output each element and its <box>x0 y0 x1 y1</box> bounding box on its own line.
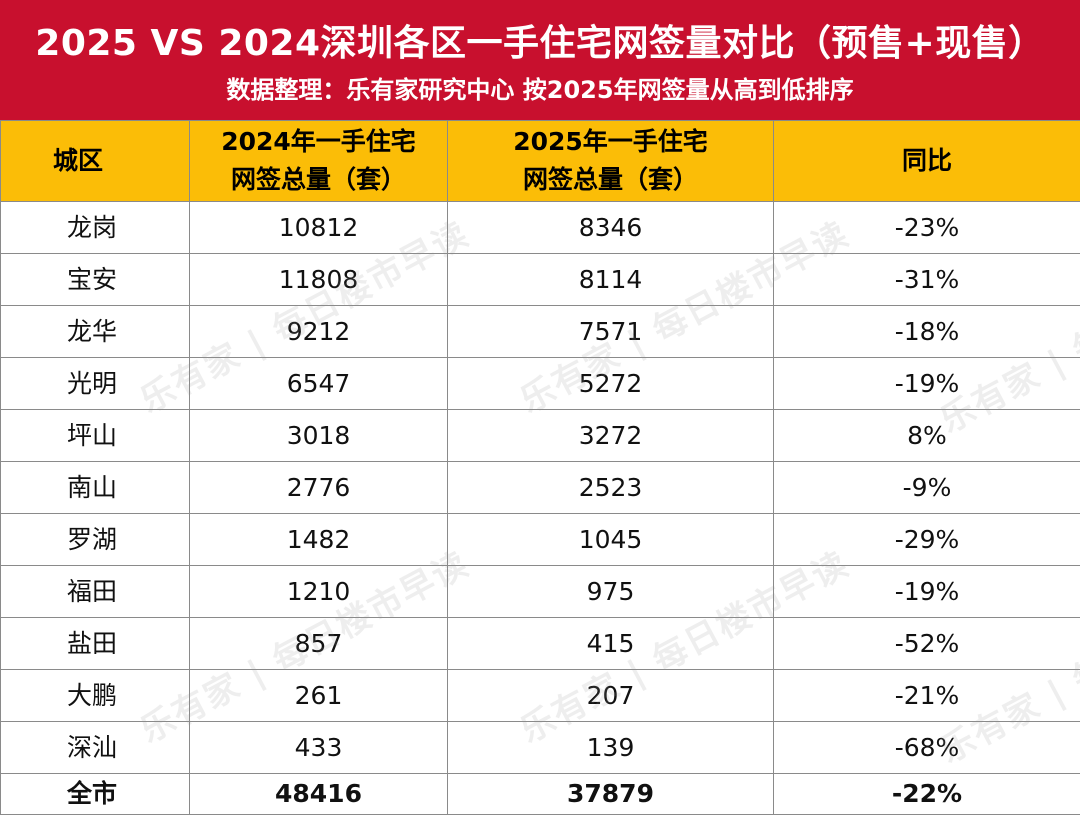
total-2025-cell: 37879 <box>447 773 774 815</box>
yoy-cell: -21% <box>773 669 1080 722</box>
table-row: 盐田 857 415 -52% <box>0 617 1080 670</box>
sales-2025-cell: 139 <box>447 721 774 774</box>
column-header-2024: 2024年一手住宅 网签总量（套） <box>189 120 448 202</box>
column-header-2024-line2: 网签总量（套） <box>230 165 406 194</box>
sales-2025-cell: 2523 <box>447 461 774 514</box>
total-row: 全市 48416 37879 -22% <box>0 773 1080 815</box>
table-header: 城区 2024年一手住宅 网签总量（套） 2025年一手住宅 网签总量（套） 同… <box>0 120 1080 202</box>
sales-2024-cell: 11808 <box>189 253 448 306</box>
sales-2024-cell: 1482 <box>189 513 448 566</box>
sales-2024-cell: 10812 <box>189 201 448 254</box>
sales-2024-cell: 433 <box>189 721 448 774</box>
district-cell: 龙岗 <box>0 201 190 254</box>
page-title: 2025 VS 2024深圳各区一手住宅网签量对比（预售+现售） <box>35 23 1045 64</box>
yoy-cell: -52% <box>773 617 1080 670</box>
column-header-yoy: 同比 <box>773 120 1080 202</box>
sales-2024-cell: 9212 <box>189 305 448 358</box>
sales-2025-cell: 8114 <box>447 253 774 306</box>
table-row: 光明 6547 5272 -19% <box>0 357 1080 410</box>
table-row: 福田 1210 975 -19% <box>0 565 1080 618</box>
title-banner: 2025 VS 2024深圳各区一手住宅网签量对比（预售+现售） 数据整理：乐有… <box>0 0 1080 120</box>
page-subtitle: 数据整理：乐有家研究中心 按2025年网签量从高到低排序 <box>226 76 854 104</box>
yoy-cell: -31% <box>773 253 1080 306</box>
sales-2025-cell: 1045 <box>447 513 774 566</box>
table-row: 龙华 9212 7571 -18% <box>0 305 1080 358</box>
sales-2024-cell: 857 <box>189 617 448 670</box>
district-cell: 大鹏 <box>0 669 190 722</box>
district-cell: 坪山 <box>0 409 190 462</box>
yoy-cell: -68% <box>773 721 1080 774</box>
column-header-2025: 2025年一手住宅 网签总量（套） <box>447 120 774 202</box>
total-yoy-cell: -22% <box>773 773 1080 815</box>
table-row: 大鹏 261 207 -21% <box>0 669 1080 722</box>
column-header-district: 城区 <box>0 120 190 202</box>
column-header-2024-line1: 2024年一手住宅 <box>221 127 416 156</box>
yoy-cell: 8% <box>773 409 1080 462</box>
sales-2025-cell: 415 <box>447 617 774 670</box>
yoy-cell: -19% <box>773 357 1080 410</box>
sales-2025-cell: 5272 <box>447 357 774 410</box>
yoy-cell: -9% <box>773 461 1080 514</box>
sales-2024-cell: 6547 <box>189 357 448 410</box>
yoy-cell: -18% <box>773 305 1080 358</box>
district-cell: 南山 <box>0 461 190 514</box>
sales-2024-cell: 1210 <box>189 565 448 618</box>
district-cell: 罗湖 <box>0 513 190 566</box>
yoy-cell: -23% <box>773 201 1080 254</box>
sales-2024-cell: 261 <box>189 669 448 722</box>
sales-comparison-table: 城区 2024年一手住宅 网签总量（套） 2025年一手住宅 网签总量（套） 同… <box>0 120 1080 815</box>
table-row: 龙岗 10812 8346 -23% <box>0 201 1080 254</box>
district-cell: 光明 <box>0 357 190 410</box>
yoy-cell: -29% <box>773 513 1080 566</box>
table-body: 龙岗 10812 8346 -23% 宝安 11808 8114 -31% 龙华 9212 75… <box>0 201 1080 815</box>
district-cell: 盐田 <box>0 617 190 670</box>
district-cell: 宝安 <box>0 253 190 306</box>
sales-2025-cell: 3272 <box>447 409 774 462</box>
table-row: 南山 2776 2523 -9% <box>0 461 1080 514</box>
district-cell: 龙华 <box>0 305 190 358</box>
column-header-2025-line2: 网签总量（套） <box>522 165 698 194</box>
sales-2024-cell: 3018 <box>189 409 448 462</box>
district-cell: 深汕 <box>0 721 190 774</box>
sales-2024-cell: 2776 <box>189 461 448 514</box>
total-2024-cell: 48416 <box>189 773 448 815</box>
column-header-2025-line1: 2025年一手住宅 <box>513 127 708 156</box>
sales-2025-cell: 975 <box>447 565 774 618</box>
sales-2025-cell: 207 <box>447 669 774 722</box>
total-district-cell: 全市 <box>0 773 190 815</box>
sales-2025-cell: 8346 <box>447 201 774 254</box>
table-row: 罗湖 1482 1045 -29% <box>0 513 1080 566</box>
yoy-cell: -19% <box>773 565 1080 618</box>
table-row: 深汕 433 139 -68% <box>0 721 1080 774</box>
district-cell: 福田 <box>0 565 190 618</box>
table-row: 宝安 11808 8114 -31% <box>0 253 1080 306</box>
table-row: 坪山 3018 3272 8% <box>0 409 1080 462</box>
sales-2025-cell: 7571 <box>447 305 774 358</box>
